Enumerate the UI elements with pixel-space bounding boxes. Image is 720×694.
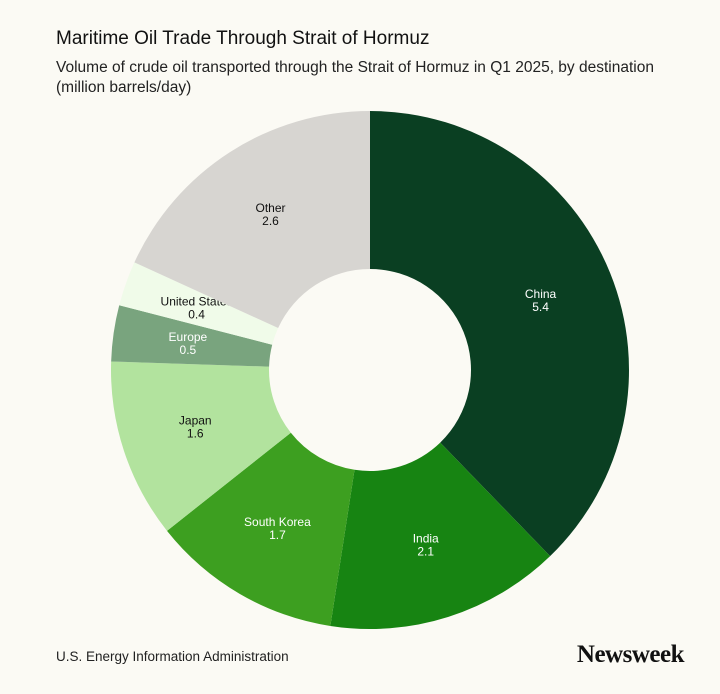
slice-other bbox=[134, 111, 370, 329]
slice-value-other: 2.6 bbox=[262, 214, 279, 228]
slice-south-korea bbox=[166, 432, 355, 626]
chart-subtitle: Volume of crude oil transported through … bbox=[56, 59, 654, 96]
slice-india bbox=[330, 442, 551, 630]
slice-value-united-states: 0.4 bbox=[188, 308, 205, 322]
slice-value-china: 5.4 bbox=[532, 300, 549, 314]
slice-value-japan: 1.6 bbox=[187, 427, 204, 441]
chart-title: Maritime Oil Trade Through Strait of Hor… bbox=[56, 28, 430, 49]
slice-value-europe: 0.5 bbox=[180, 343, 197, 357]
slice-label-south-korea: South Korea bbox=[244, 515, 311, 529]
source-note: U.S. Energy Information Administration bbox=[56, 649, 289, 664]
slice-label-europe: Europe bbox=[169, 330, 208, 344]
newsweek-logo: Newsweek bbox=[576, 641, 685, 668]
slice-japan bbox=[110, 361, 291, 531]
slice-europe bbox=[111, 305, 273, 367]
slice-china bbox=[370, 111, 629, 557]
slice-label-china: China bbox=[525, 287, 557, 301]
slice-value-south-korea: 1.7 bbox=[269, 528, 286, 542]
slice-label-japan: Japan bbox=[179, 414, 212, 428]
slice-label-india: India bbox=[413, 531, 439, 545]
slice-label-other: Other bbox=[256, 201, 286, 215]
slice-value-india: 2.1 bbox=[417, 544, 434, 558]
slice-united-states bbox=[119, 262, 279, 345]
